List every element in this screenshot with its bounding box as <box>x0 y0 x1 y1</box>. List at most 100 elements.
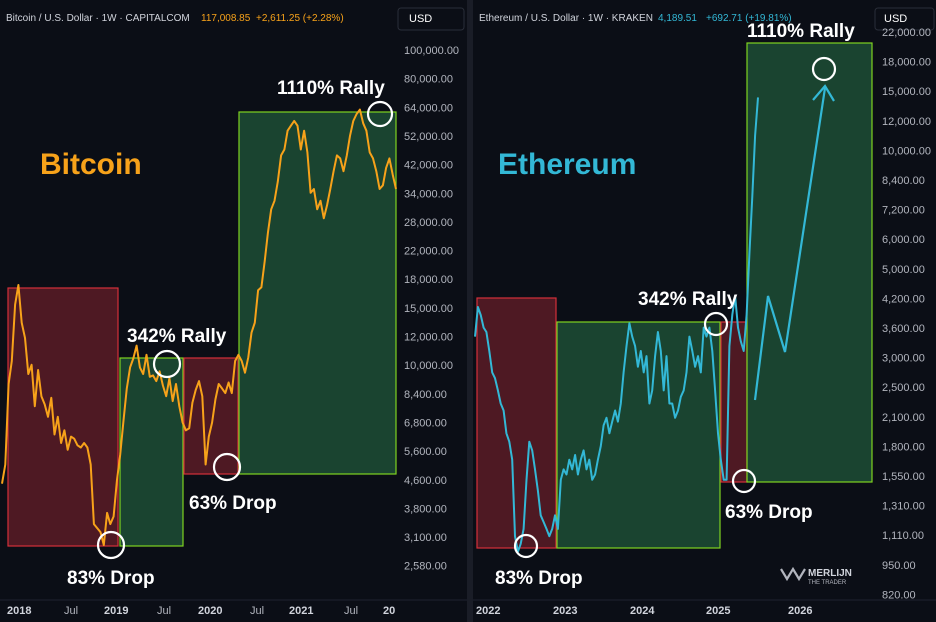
price-tick-label: 12,000.00 <box>404 332 453 344</box>
price-tick-label: 18,000.00 <box>882 57 931 69</box>
bitcoin-rally-zone-2 <box>238 111 397 475</box>
bitcoin-bottom-marker-2 <box>212 452 242 482</box>
price-tick-label: 7,200.00 <box>882 205 925 217</box>
price-tick-label: 12,000.00 <box>882 116 931 128</box>
price-tick-label: 18,000.00 <box>404 274 453 286</box>
bitcoin-drop-zone-1 <box>7 287 119 547</box>
price-tick-label: 100,000.00 <box>404 45 459 57</box>
bitcoin-bottom-marker-1 <box>96 530 126 560</box>
bitcoin-top-marker-2 <box>366 100 394 128</box>
ethereum-title: Ethereum <box>498 148 636 181</box>
price-tick-label: 8,400.00 <box>882 175 925 187</box>
bitcoin-currency-label: USD <box>409 13 432 25</box>
time-tick-label: 2025 <box>706 605 730 617</box>
bitcoin-top-marker-1 <box>152 349 182 379</box>
ethereum-currency-label: USD <box>884 13 907 25</box>
price-tick-label: 950.00 <box>882 560 916 572</box>
panel-separator[interactable] <box>467 0 473 622</box>
price-tick-label: 2,500.00 <box>882 382 925 394</box>
price-tick-label: 4,200.00 <box>882 293 925 305</box>
price-tick-label: 1,800.00 <box>882 441 925 453</box>
bitcoin-symbol-title: Bitcoin / U.S. Dollar · 1W · CAPITALCOM <box>6 13 190 24</box>
ethereum-symbol-title: Ethereum / U.S. Dollar · 1W · KRAKEN <box>479 13 653 24</box>
price-tick-label: 34,000.00 <box>404 188 453 200</box>
price-tick-label: 10,000.00 <box>882 145 931 157</box>
merlijn-logo-icon <box>780 566 806 582</box>
price-tick-label: 15,000.00 <box>404 303 453 315</box>
time-tick-label: 2026 <box>788 605 812 617</box>
price-tick-label: 1,110.00 <box>882 530 924 542</box>
ethereum-label-83-drop: 83% Drop <box>495 568 583 589</box>
ethereum-projection-arrowhead <box>812 84 835 102</box>
ethereum-time-axis: 2022 2023 2024 2025 2026 <box>476 605 812 617</box>
time-tick-label: 2020 <box>198 605 222 617</box>
ethereum-label-342-rally: 342% Rally <box>638 289 738 310</box>
price-tick-label: 22,000.00 <box>404 246 453 258</box>
time-tick-label: Jul <box>344 605 358 617</box>
ethereum-label-1110-rally: 1110% Rally <box>747 21 855 42</box>
bitcoin-drop-zone-2 <box>183 357 239 475</box>
bitcoin-label-83-drop: 83% Drop <box>67 568 155 589</box>
price-tick-label: 2,580.00 <box>404 561 447 573</box>
price-tick-label: 3,800.00 <box>404 503 447 515</box>
bitcoin-label-1110-rally: 1110% Rally <box>277 78 385 99</box>
price-tick-label: 15,000.00 <box>882 86 931 98</box>
price-tick-label: 3,100.00 <box>404 532 447 544</box>
ethereum-currency-button[interactable] <box>874 7 935 31</box>
watermark-tagline: THE TRADER <box>808 580 847 586</box>
ethereum-panel: Ethereum / U.S. Dollar · 1W · KRAKEN 4,1… <box>473 0 936 622</box>
bitcoin-title: Bitcoin <box>40 148 142 181</box>
price-tick-label: 1,550.00 <box>882 471 925 483</box>
time-tick-label: 2021 <box>289 605 313 617</box>
price-tick-label: 6,000.00 <box>882 234 925 246</box>
price-tick-label: 3,000.00 <box>882 353 925 365</box>
bitcoin-last-price: 117,008.85 <box>201 13 251 24</box>
price-tick-label: 2,100.00 <box>882 412 925 424</box>
time-tick-label: 2018 <box>7 605 31 617</box>
price-tick-label: 80,000.00 <box>404 74 453 86</box>
price-tick-label: 4,600.00 <box>404 475 447 487</box>
time-tick-label: 20 <box>383 605 395 617</box>
ethereum-bottom-marker-1 <box>513 533 539 559</box>
price-tick-label: 5,000.00 <box>882 264 925 276</box>
ethereum-rally-zone-1 <box>556 321 721 549</box>
price-tick-label: 42,000.00 <box>404 160 453 172</box>
price-tick-label: 28,000.00 <box>404 217 453 229</box>
time-tick-label: 2024 <box>630 605 655 617</box>
bitcoin-label-342-rally: 342% Rally <box>127 326 227 347</box>
bitcoin-label-63-drop: 63% Drop <box>189 493 277 514</box>
price-tick-label: 8,400.00 <box>404 389 447 401</box>
time-tick-label: 2022 <box>476 605 500 617</box>
ethereum-label-63-drop: 63% Drop <box>725 502 813 523</box>
ethereum-price-change: +692.71 (+19.81%) <box>706 13 792 24</box>
ethereum-projection-line <box>753 87 827 401</box>
price-tick-label: 3,600.00 <box>882 323 925 335</box>
price-tick-label: 6,800.00 <box>404 417 447 429</box>
bitcoin-time-axis: 2018 Jul 2019 Jul 2020 Jul 2021 Jul 20 <box>7 605 395 617</box>
price-tick-label: 1,310.00 <box>882 501 925 513</box>
time-tick-label: Jul <box>64 605 78 617</box>
bitcoin-price-change: +2,611.25 (+2.28%) <box>256 13 344 24</box>
ethereum-drop-zone-1 <box>476 297 557 549</box>
price-tick-label: 10,000.00 <box>404 360 453 372</box>
price-tick-label: 820.00 <box>882 589 916 601</box>
time-tick-label: Jul <box>250 605 264 617</box>
watermark-name: MERLIJN <box>808 568 852 579</box>
ethereum-price-axis: 22,000.00 18,000.00 15,000.00 12,000.00 10,0… <box>882 27 931 601</box>
bitcoin-currency-button[interactable] <box>397 7 465 31</box>
merlijn-watermark: MERLIJN THE TRADER <box>780 566 852 586</box>
ethereum-last-price: 4,189.51 <box>658 13 697 24</box>
time-tick-label: Jul <box>157 605 171 617</box>
bitcoin-price-axis: 100,000.00 80,000.00 64,000.00 52,000.00 42,… <box>404 45 459 573</box>
ethereum-target-marker <box>811 56 837 82</box>
price-tick-label: 22,000.00 <box>882 27 931 39</box>
bitcoin-price-line <box>1 108 397 546</box>
price-tick-label: 5,600.00 <box>404 446 447 458</box>
bitcoin-panel: Bitcoin / U.S. Dollar · 1W · CAPITALCOM … <box>0 0 467 622</box>
ethereum-top-marker-1 <box>703 311 729 337</box>
ethereum-rally-zone-2 <box>746 42 873 483</box>
time-tick-label: 2019 <box>104 605 128 617</box>
time-tick-label: 2023 <box>553 605 577 617</box>
